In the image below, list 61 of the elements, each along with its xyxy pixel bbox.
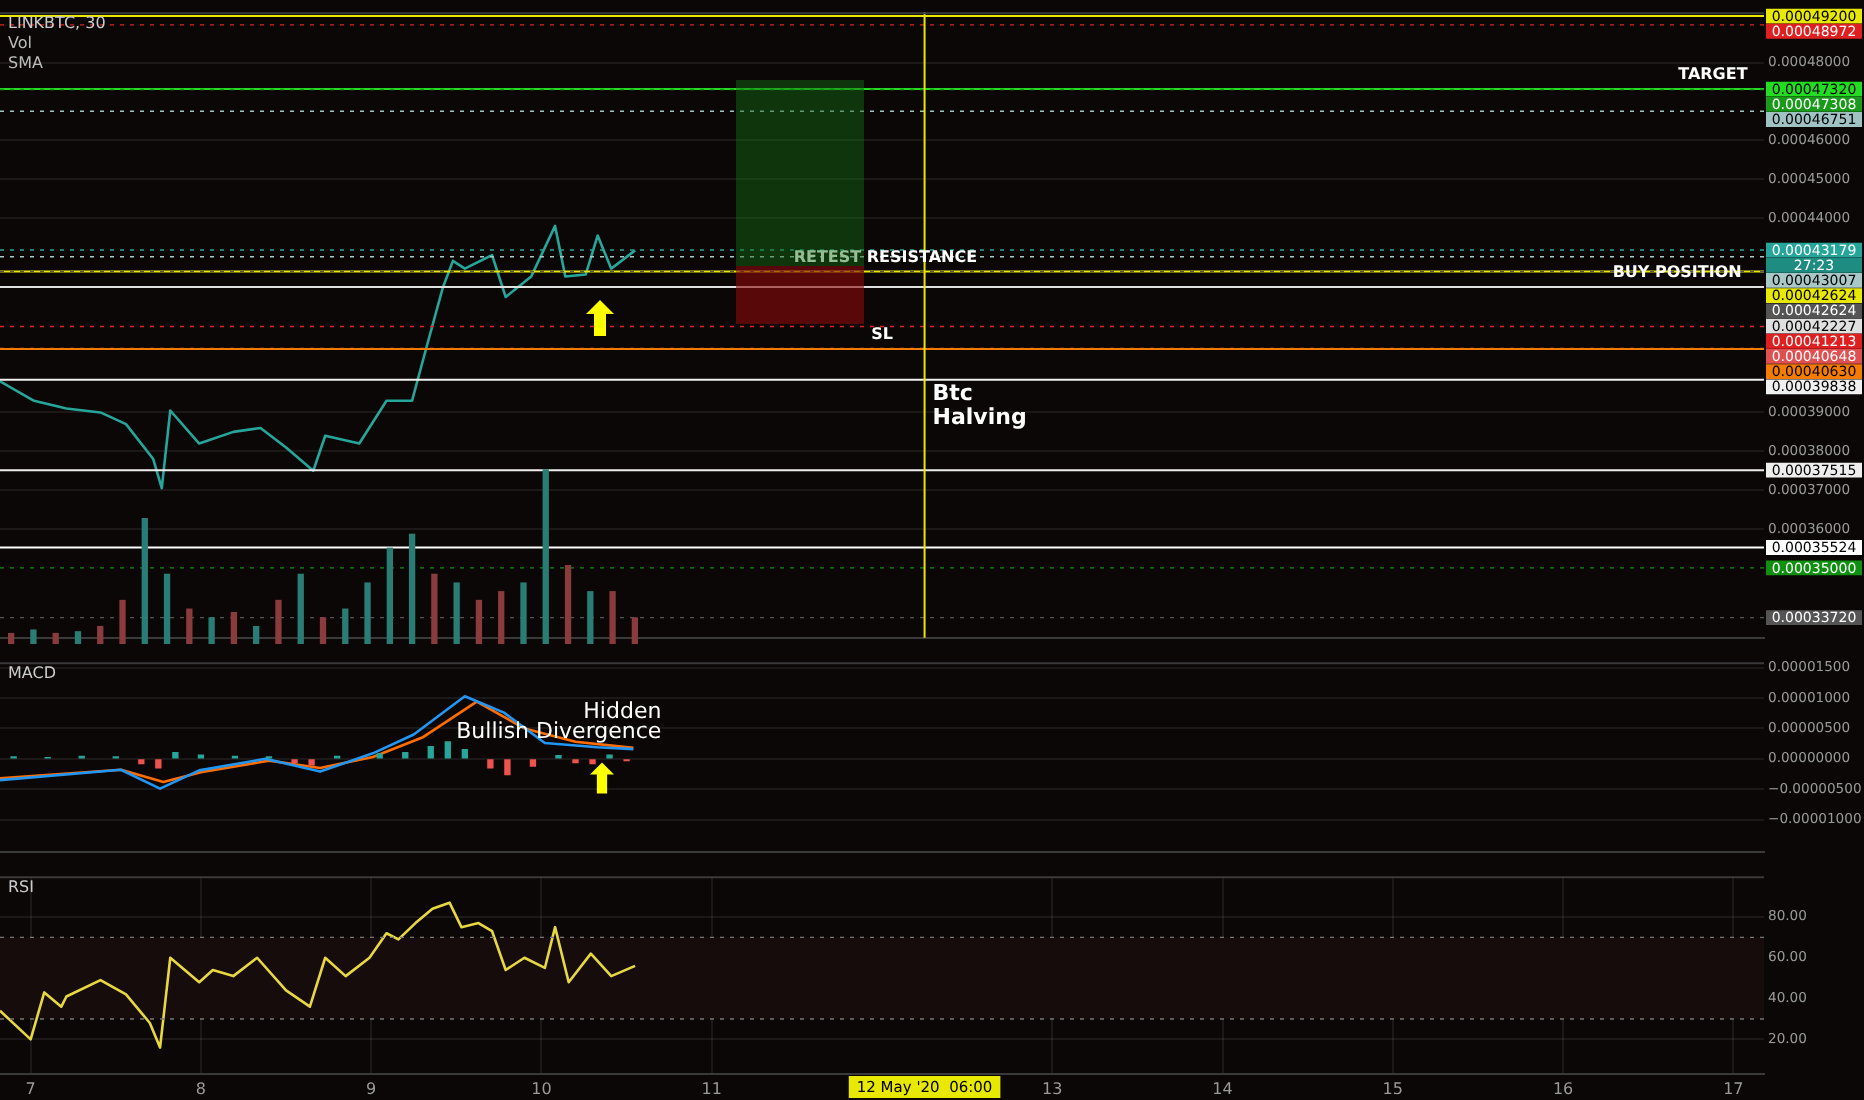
- annotation: TARGET: [1678, 65, 1749, 84]
- bar: [376, 753, 383, 759]
- bar: [97, 625, 104, 644]
- bar: [589, 759, 596, 765]
- bar: [504, 759, 511, 776]
- bar: [631, 617, 639, 644]
- bar: [609, 591, 616, 644]
- chart-title: LINKBTC, 30: [8, 14, 106, 33]
- bar: [186, 608, 193, 644]
- x-tick-label: 9: [366, 1079, 377, 1098]
- bar: [342, 608, 349, 644]
- bar: [402, 752, 409, 759]
- bar: [408, 533, 416, 644]
- bar: [587, 591, 594, 644]
- x-tick-label: 10: [531, 1079, 552, 1098]
- bar: [431, 573, 438, 644]
- bar: [275, 599, 282, 644]
- chart-title: MACD: [8, 664, 56, 683]
- bar: [542, 469, 549, 644]
- bar: [155, 759, 162, 769]
- x-tick-label: 7: [25, 1079, 36, 1098]
- bar: [564, 565, 572, 644]
- bar: [172, 752, 179, 759]
- bar: [487, 759, 494, 769]
- bar: [119, 599, 126, 644]
- bar: [141, 518, 148, 644]
- bar: [208, 617, 215, 644]
- bar: [74, 631, 82, 644]
- x-tick-label: 15: [1382, 1079, 1403, 1098]
- x-tick-label: 8: [195, 1079, 207, 1098]
- ref-line-label: Btc Halving: [932, 380, 1027, 431]
- bar: [364, 582, 371, 644]
- bar: [444, 741, 451, 759]
- bar: [319, 617, 327, 644]
- bar: [52, 632, 59, 644]
- bar: [163, 573, 171, 644]
- annotation: Vol: [8, 34, 32, 53]
- bar: [427, 746, 434, 759]
- annotation: SL: [871, 325, 893, 344]
- bar: [138, 759, 145, 765]
- bar: [529, 759, 537, 767]
- bar: [7, 632, 15, 644]
- bar: [30, 629, 37, 644]
- chart-title: RSI: [8, 878, 34, 897]
- x-tick-label: 14: [1212, 1079, 1233, 1098]
- annotation: Hidden Bullish Divergence: [456, 697, 662, 744]
- annotation: SMA: [8, 54, 44, 73]
- bar: [386, 547, 393, 644]
- bar: [475, 599, 483, 644]
- x-tick-label: 17: [1723, 1079, 1744, 1098]
- bar: [308, 759, 315, 766]
- bar: [453, 582, 460, 644]
- x-tick-label: 13: [1042, 1079, 1063, 1098]
- bar: [297, 573, 304, 644]
- bar: [253, 625, 260, 644]
- bar: [230, 612, 238, 644]
- bar: [520, 582, 527, 644]
- x-tick-label: 16: [1552, 1079, 1574, 1098]
- x-tick-label: 11: [701, 1079, 722, 1098]
- bar: [461, 749, 468, 759]
- bar: [498, 591, 505, 644]
